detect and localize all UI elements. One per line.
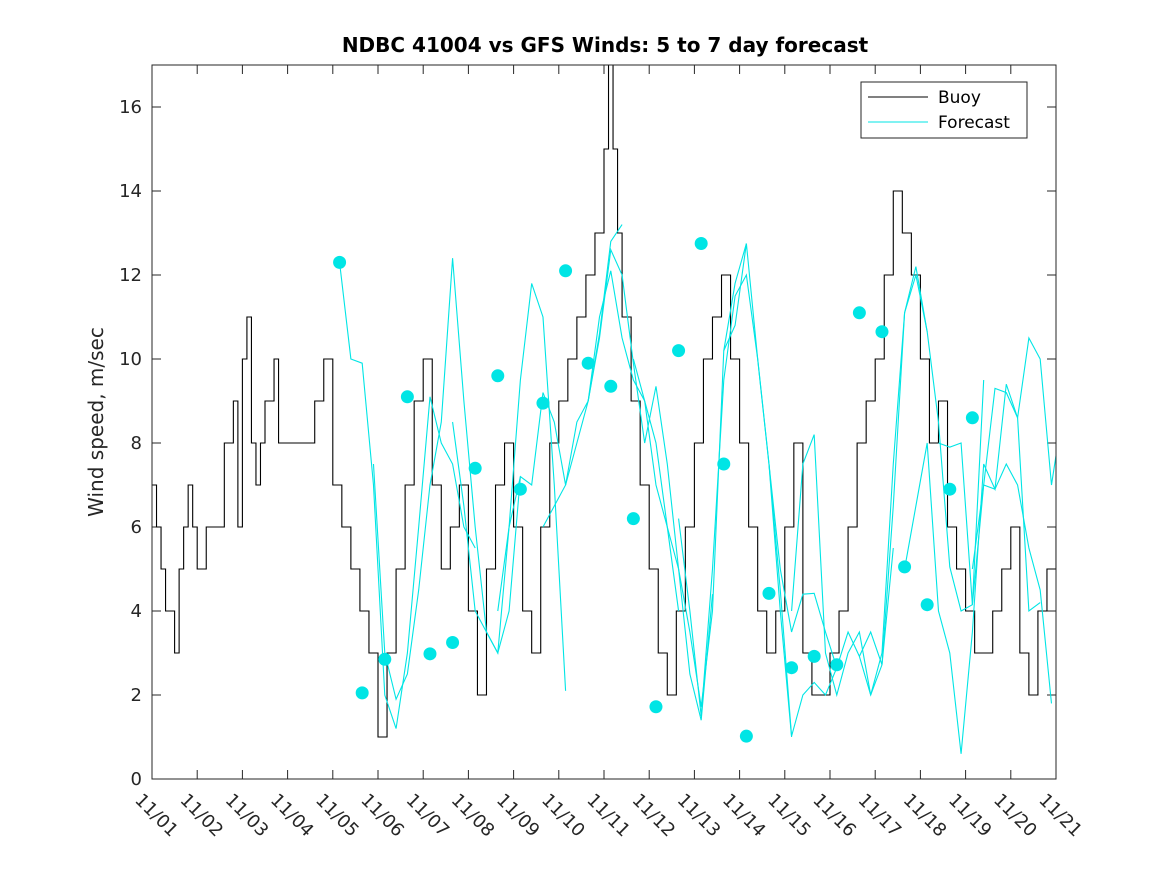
y-tick-label: 0 — [131, 769, 142, 790]
forecast-point — [581, 356, 595, 370]
y-tick-label: 2 — [131, 685, 142, 706]
legend: Buoy Forecast — [860, 81, 1028, 139]
forecast-point — [626, 512, 640, 526]
y-tick-label: 10 — [119, 349, 142, 370]
y-tick-label: 16 — [119, 97, 142, 118]
forecast-series-line — [587, 247, 714, 721]
chart-title: NDBC 41004 vs GFS Winds: 5 to 7 day fore… — [342, 33, 869, 57]
forecast-point — [717, 457, 731, 471]
forecast-point — [739, 729, 753, 743]
forecast-series-line — [678, 273, 793, 738]
forecast-point — [649, 700, 663, 714]
buoy-series-line — [152, 65, 1056, 738]
y-axis-label: Wind speed, m/sec — [84, 327, 108, 517]
legend-box — [860, 81, 1028, 139]
forecast-point — [491, 369, 505, 383]
forecast-point — [400, 390, 414, 404]
y-tick-label: 14 — [119, 181, 142, 202]
forecast-point — [513, 482, 527, 496]
forecast-point — [672, 344, 686, 358]
forecast-point — [920, 598, 934, 612]
forecast-point — [807, 649, 821, 663]
forecast-point — [694, 237, 708, 250]
forecast-point — [355, 686, 369, 700]
forecast-point — [830, 658, 844, 672]
legend-buoy-label: Buoy — [938, 88, 981, 108]
forecast-point — [536, 396, 550, 410]
forecast-point — [943, 482, 957, 496]
forecast-point — [965, 411, 979, 425]
forecast-point — [333, 255, 347, 269]
forecast-point — [785, 661, 799, 675]
forecast-series-line — [723, 243, 838, 668]
forecast-series-line — [632, 243, 747, 707]
forecast-series-line — [971, 462, 1053, 704]
forecast-series-line — [542, 270, 680, 612]
forecast-point — [898, 560, 912, 574]
forecast-series-line — [938, 336, 1056, 605]
forecast-point — [423, 647, 437, 661]
forecast-point — [604, 379, 618, 393]
y-tick-label: 4 — [131, 601, 142, 622]
series-group — [152, 65, 1056, 754]
forecast-point — [762, 586, 776, 600]
y-tick-label: 8 — [131, 433, 142, 454]
forecast-point — [875, 325, 889, 339]
y-tick-label: 6 — [131, 517, 142, 538]
forecast-point — [378, 652, 392, 666]
forecast-point — [559, 264, 573, 278]
plot-frame — [151, 64, 1057, 780]
forecast-point — [468, 461, 482, 475]
y-tick-label: 12 — [119, 265, 142, 286]
legend-forecast-label: Forecast — [938, 113, 1010, 133]
forecast-series-line — [858, 274, 985, 665]
forecast-point — [446, 636, 460, 649]
forecast-point — [852, 306, 866, 320]
forecast-series-line — [339, 262, 476, 729]
